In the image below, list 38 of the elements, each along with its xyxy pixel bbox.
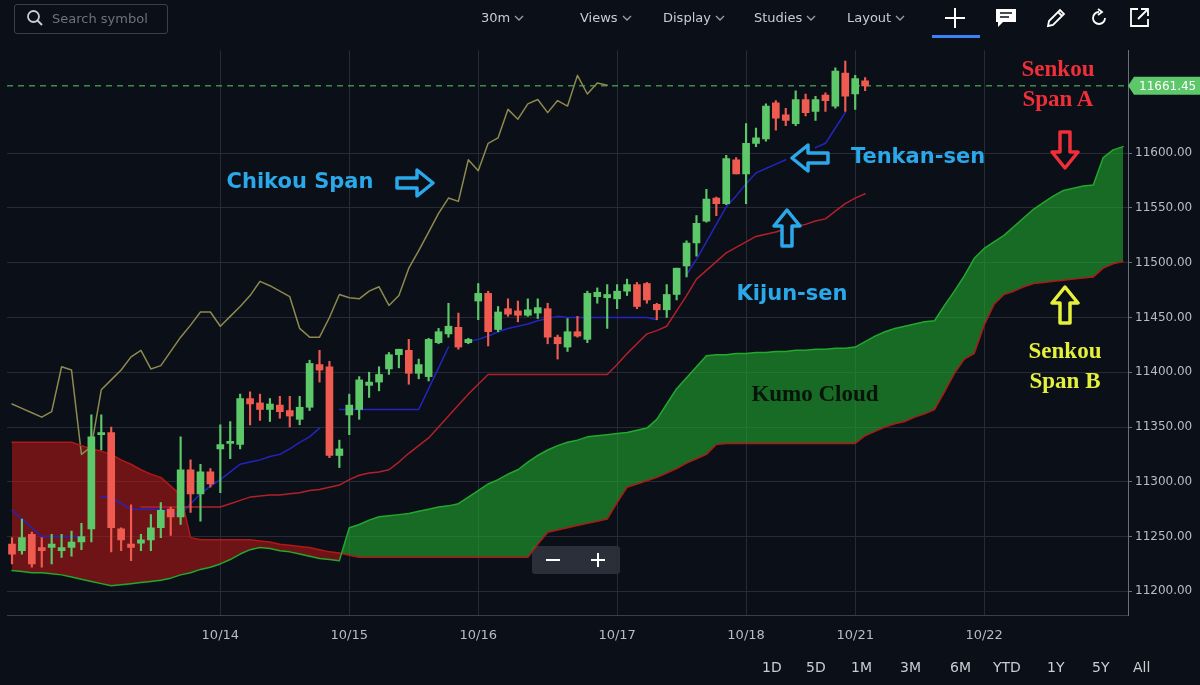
ref-line-label: 11661.45 — [1139, 78, 1197, 93]
text: Search symbol — [52, 10, 148, 28]
text: 30m — [481, 9, 511, 27]
annotation: Tenkan-sen — [850, 144, 986, 169]
text: 6M — [950, 658, 971, 676]
annotation: Senkou Span A — [1021, 55, 1095, 111]
text: 5Y — [1092, 658, 1110, 676]
y-tick-label: 11250.00 — [1135, 528, 1193, 543]
y-tick-label: 11450.00 — [1135, 309, 1193, 324]
annotation: Senkou Span B — [1028, 337, 1102, 393]
y-tick-label: 11350.00 — [1135, 419, 1193, 434]
text: 1M — [851, 658, 872, 676]
x-tick-label: 10/21 — [836, 626, 874, 642]
text: 3M — [900, 658, 921, 676]
y-tick-label: 11200.00 — [1135, 583, 1193, 598]
y-tick-label: 11300.00 — [1135, 473, 1193, 488]
annotation: Kijun-sen — [736, 281, 848, 306]
text: YTD — [993, 658, 1021, 676]
text: Studies — [754, 9, 803, 27]
y-tick-label: 11600.00 — [1135, 145, 1193, 160]
text: Display — [663, 9, 711, 27]
text: All — [1133, 658, 1151, 676]
x-tick-label: 10/15 — [330, 626, 369, 642]
x-tick-label: 10/14 — [201, 626, 240, 642]
text: Views — [580, 9, 618, 27]
text: 1D — [762, 658, 782, 676]
text: Layout — [847, 9, 892, 27]
y-tick-label: 11550.00 — [1135, 200, 1193, 215]
annotation: Chikou Span — [226, 169, 374, 194]
annotation: Kumo Cloud — [751, 380, 879, 406]
x-tick-label: 10/16 — [459, 626, 497, 642]
text: 1Y — [1047, 658, 1065, 676]
text: 5D — [806, 658, 826, 676]
x-tick-label: 10/18 — [727, 626, 765, 642]
y-tick-label: 11500.00 — [1135, 254, 1193, 269]
x-tick-label: 10/22 — [965, 626, 1003, 642]
y-tick-label: 11400.00 — [1135, 364, 1193, 379]
x-tick-label: 10/17 — [598, 626, 636, 642]
